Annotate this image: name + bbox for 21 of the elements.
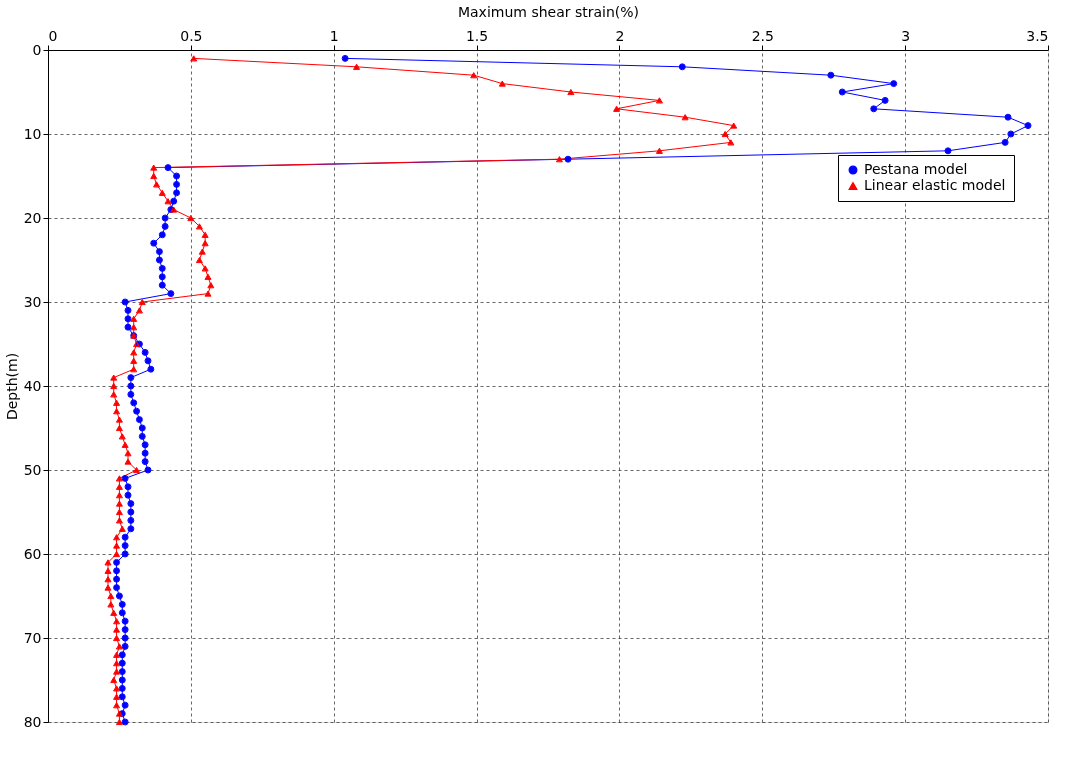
y-tick-label: 70 [23,629,42,646]
x-tick-label: 3 [901,27,911,44]
y-tick-label: 20 [23,209,42,226]
x-tick-label: 1 [329,27,339,44]
x-tick-label: 2 [615,27,625,44]
legend-label: Linear elastic model [864,177,1006,193]
x-tick-label: 0.5 [180,27,203,44]
y-tick-label: 10 [23,125,42,142]
x-axis-title: Maximum shear strain(%) [457,3,640,20]
y-tick-label: 80 [23,713,42,730]
y-tick-label: 60 [23,545,42,562]
y-tick-label: 50 [23,461,42,478]
y-tick-label: 0 [32,41,42,58]
x-tick-label: 2.5 [751,27,774,44]
x-tick-label: 3.5 [1026,27,1049,44]
y-axis-title: Depth(m) [3,352,20,421]
x-tick-label: 1.5 [465,27,489,44]
legend-label: Pestana model [864,161,968,177]
x-tick-label: 0 [48,27,58,44]
y-tick-label: 40 [23,377,42,394]
y-tick-label: 30 [23,293,42,310]
